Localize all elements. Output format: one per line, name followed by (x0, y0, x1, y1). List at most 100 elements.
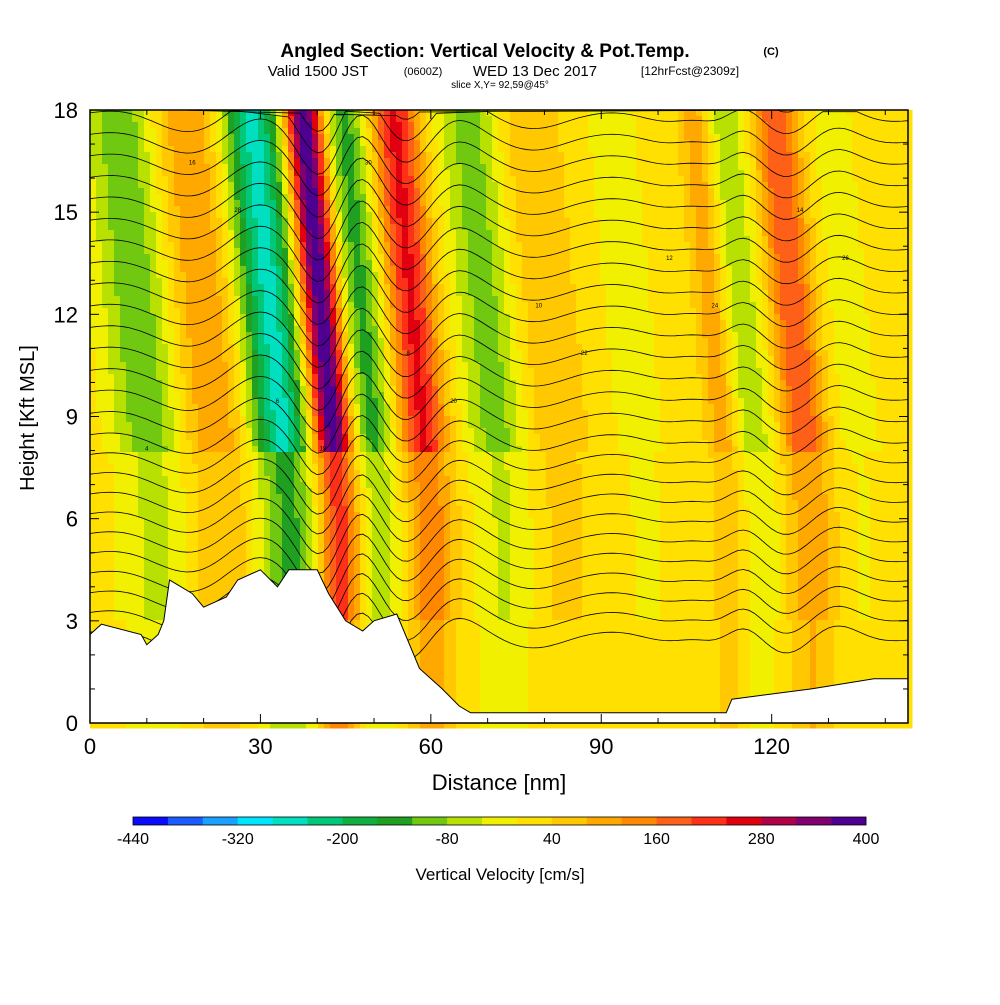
velocity-cell (720, 140, 727, 147)
velocity-cell (660, 212, 667, 219)
velocity-cell (336, 278, 343, 285)
velocity-cell (588, 284, 595, 291)
velocity-cell (420, 164, 427, 171)
velocity-cell (294, 158, 301, 165)
velocity-cell (840, 314, 847, 321)
velocity-cell (354, 182, 361, 189)
velocity-cell (486, 296, 493, 303)
velocity-cell (312, 134, 319, 141)
velocity-cell (678, 170, 685, 177)
velocity-cell (660, 128, 667, 135)
velocity-cell (372, 248, 379, 255)
velocity-cell (630, 254, 637, 261)
velocity-cell (468, 224, 475, 231)
velocity-cell (444, 314, 451, 321)
velocity-cell (390, 146, 397, 153)
velocity-cell (420, 290, 427, 297)
velocity-cell (606, 146, 613, 153)
velocity-cell (444, 134, 451, 141)
velocity-cell (762, 122, 769, 129)
velocity-cell (438, 272, 445, 279)
velocity-cell (774, 170, 781, 177)
velocity-cell (156, 296, 163, 303)
velocity-cell (750, 218, 757, 225)
velocity-cell (840, 278, 847, 285)
velocity-cell (876, 188, 883, 195)
velocity-cell (372, 128, 379, 135)
velocity-cell (624, 284, 631, 291)
velocity-cell (378, 200, 385, 207)
velocity-cell (576, 110, 583, 117)
velocity-cell (642, 128, 649, 135)
velocity-cell (690, 230, 697, 237)
velocity-cell (294, 116, 301, 123)
velocity-cell (426, 164, 433, 171)
velocity-cell (102, 182, 109, 189)
velocity-cell (552, 278, 559, 285)
velocity-cell (618, 218, 625, 225)
velocity-cell (168, 158, 175, 165)
velocity-cell (852, 176, 859, 183)
velocity-cell (690, 194, 697, 201)
velocity-cell (804, 188, 811, 195)
velocity-cell (648, 320, 655, 327)
velocity-cell (846, 206, 853, 213)
velocity-cell (402, 176, 409, 183)
velocity-cell (612, 254, 619, 261)
velocity-cell (660, 152, 667, 159)
velocity-cell (642, 116, 649, 123)
velocity-cell (570, 164, 577, 171)
velocity-cell (276, 200, 283, 207)
velocity-cell (738, 308, 745, 315)
velocity-cell (906, 152, 913, 159)
velocity-cell (306, 290, 313, 297)
velocity-cell (654, 302, 661, 309)
velocity-cell (846, 284, 853, 291)
velocity-cell (708, 290, 715, 297)
velocity-cell (852, 254, 859, 261)
velocity-cell (582, 152, 589, 159)
velocity-cell (492, 224, 499, 231)
velocity-cell (240, 224, 247, 231)
velocity-cell (744, 302, 751, 309)
velocity-cell (894, 110, 901, 117)
velocity-cell (432, 314, 439, 321)
velocity-cell (810, 308, 817, 315)
velocity-cell (186, 200, 193, 207)
velocity-cell (408, 140, 415, 147)
velocity-cell (732, 188, 739, 195)
velocity-cell (810, 320, 817, 327)
velocity-cell (120, 146, 127, 153)
velocity-cell (384, 254, 391, 261)
velocity-cell (180, 320, 187, 327)
velocity-cell (522, 182, 529, 189)
velocity-cell (570, 236, 577, 243)
velocity-cell (522, 320, 529, 327)
velocity-cell (114, 290, 121, 297)
velocity-cell (204, 140, 211, 147)
velocity-cell (552, 266, 559, 273)
velocity-cell (780, 188, 787, 195)
velocity-cell (864, 212, 871, 219)
velocity-cell (246, 182, 253, 189)
velocity-cell (198, 206, 205, 213)
velocity-cell (114, 200, 121, 207)
velocity-cell (222, 122, 229, 129)
velocity-cell (444, 206, 451, 213)
velocity-cell (486, 116, 493, 123)
velocity-cell (246, 296, 253, 303)
velocity-cell (282, 182, 289, 189)
velocity-cell (792, 308, 799, 315)
velocity-cell (504, 260, 511, 267)
velocity-cell (312, 272, 319, 279)
velocity-cell (210, 194, 217, 201)
velocity-cell (456, 272, 463, 279)
velocity-cell (324, 290, 331, 297)
velocity-cell (306, 308, 313, 315)
velocity-cell (186, 284, 193, 291)
velocity-cell (450, 152, 457, 159)
velocity-cell (150, 224, 157, 231)
velocity-cell (552, 140, 559, 147)
velocity-cell (516, 320, 523, 327)
velocity-cell (114, 272, 121, 279)
